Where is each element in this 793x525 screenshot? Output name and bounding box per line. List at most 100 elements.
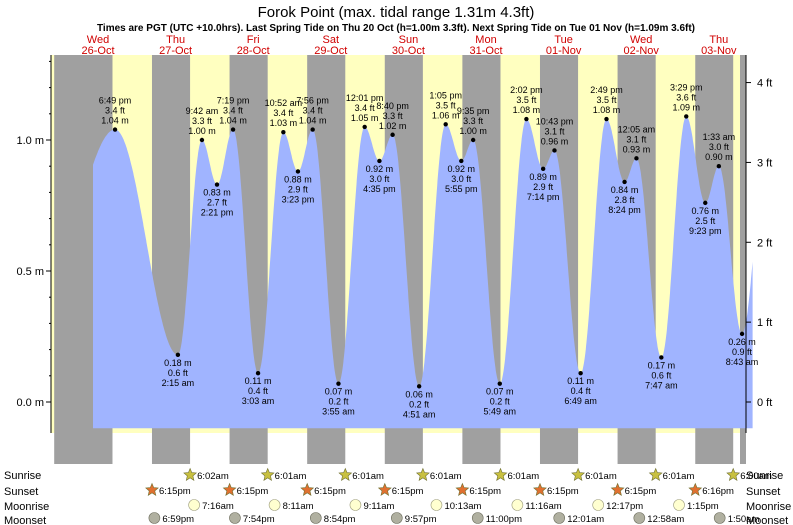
extreme-label: 6:49 am <box>564 396 597 406</box>
extreme-label: 8:43 am <box>726 357 759 367</box>
sunset-time: 6:15pm <box>159 486 191 497</box>
left-tick-label: 0.5 m <box>16 266 44 278</box>
extreme-point <box>214 182 220 187</box>
extreme-label: 2.9 ft <box>533 182 554 192</box>
extreme-label: 3.0 ft <box>451 174 472 184</box>
extreme-label: 5:49 am <box>484 407 517 417</box>
extreme-point <box>659 355 664 360</box>
extreme-point <box>524 116 529 122</box>
extreme-label: 1.05 m <box>351 113 379 123</box>
extreme-label: 0.96 m <box>541 136 569 146</box>
sunrise-icon <box>260 467 275 481</box>
extreme-label: 3:29 pm <box>670 82 703 92</box>
sunset-icon <box>455 482 470 496</box>
sunset-icon <box>222 482 237 496</box>
day-label-dow: Tue <box>554 34 573 46</box>
sunrise-time: 6:00am <box>740 471 772 482</box>
extreme-point <box>175 352 181 358</box>
extreme-label: 3.4 ft <box>273 108 294 118</box>
extreme-label: 0.2 ft <box>328 397 349 407</box>
extreme-point <box>470 137 476 143</box>
extreme-point <box>739 331 745 337</box>
extreme-label: 0.92 m <box>366 164 394 174</box>
right-tick-label: 3 ft <box>757 157 772 169</box>
extreme-label: 0.76 m <box>692 206 720 216</box>
day-label-dow: Mon <box>475 34 496 46</box>
sunset-icon <box>300 482 315 496</box>
extreme-label: 3.5 ft <box>596 95 617 105</box>
day-label-dow: Thu <box>166 34 185 46</box>
night-band-lower <box>54 433 113 464</box>
extreme-point <box>443 122 448 127</box>
moonset-time: 8:54pm <box>324 514 356 525</box>
tide-curve <box>93 116 753 429</box>
extreme-point <box>310 127 315 132</box>
extreme-point <box>578 370 583 376</box>
tide-area <box>93 116 753 429</box>
extreme-label: 8:40 pm <box>376 101 409 111</box>
sunset-icon <box>688 482 703 496</box>
extreme-point <box>230 127 236 132</box>
extreme-label: 0.17 m <box>648 360 676 370</box>
sunrise-icon <box>571 467 586 481</box>
moonrise-icon <box>268 499 281 511</box>
moonrise-icon <box>592 499 604 511</box>
moonrise-time: 1:15pm <box>687 501 719 512</box>
moonrise-time: 10:13am <box>444 501 481 512</box>
sunset-icon <box>610 482 625 496</box>
row-label-moonrise-left: Moonrise <box>4 501 49 513</box>
extreme-label: 4:35 pm <box>363 184 396 194</box>
moonset-time: 6:59pm <box>162 514 194 525</box>
extreme-point <box>684 114 689 119</box>
moonset-time: 12:58am <box>647 514 684 525</box>
row-label-moonrise-right: Moonrise <box>746 501 791 513</box>
extreme-label: 3:23 pm <box>282 194 315 204</box>
moonset-icon <box>309 512 322 524</box>
moonset-time: 1:50am <box>728 514 760 525</box>
event-row-labels: Sunrise Sunset Moonrise Moonset Sunrise … <box>4 470 791 525</box>
extreme-label: 12:05 am <box>618 124 656 134</box>
extreme-label: 0.07 m <box>486 387 514 397</box>
extreme-label: 0.07 m <box>325 387 353 397</box>
right-tick-label: 2 ft <box>757 237 772 249</box>
sunrise-time: 6:01am <box>430 471 462 482</box>
extreme-label: 3.1 ft <box>626 134 647 144</box>
extreme-label: 12:01 pm <box>346 93 384 103</box>
sunrise-icon <box>493 467 508 481</box>
day-label-date: 28-Oct <box>237 45 270 57</box>
extreme-point <box>497 381 502 386</box>
extreme-label: 3.3 ft <box>383 111 404 121</box>
extreme-label: 1.08 m <box>513 105 541 115</box>
day-label-dow: Wed <box>87 34 109 46</box>
extreme-point <box>416 384 422 389</box>
night-band-lower <box>617 433 656 464</box>
extreme-point <box>540 166 546 172</box>
extreme-label: 0.88 m <box>284 174 312 184</box>
sunrise-icon <box>338 467 353 481</box>
extreme-point <box>390 132 395 137</box>
night-band-lower <box>384 433 423 464</box>
extreme-label: 10:43 pm <box>536 116 574 126</box>
extreme-label: 1.02 m <box>379 121 407 131</box>
sunset-time: 6:15pm <box>392 486 424 497</box>
chart-title: Forok Point (max. tidal range 1.31m 4.3f… <box>258 4 535 21</box>
extreme-label: 0.2 ft <box>490 397 511 407</box>
extreme-point <box>604 116 609 122</box>
extreme-label: 3.4 ft <box>105 106 126 116</box>
extreme-label: 0.11 m <box>245 376 272 386</box>
extreme-point <box>634 156 639 161</box>
extreme-label: 1.08 m <box>593 105 621 115</box>
extreme-label: 1:33 am <box>703 132 736 142</box>
moonrise-icon <box>188 499 200 511</box>
extreme-label: 1.04 m <box>101 116 129 126</box>
sunset-time: 6:15pm <box>547 486 579 497</box>
sunrise-time: 6:01am <box>507 471 539 482</box>
extreme-label: 3.5 ft <box>436 100 457 110</box>
night-band-lower <box>462 433 501 464</box>
day-label-date: 31-Oct <box>469 45 502 57</box>
extreme-label: 7:14 pm <box>527 192 560 202</box>
extreme-label: 6:49 pm <box>99 96 132 106</box>
sunrise-icon <box>648 467 663 481</box>
moonset-icon <box>391 512 403 524</box>
moonset-icon <box>229 512 241 524</box>
